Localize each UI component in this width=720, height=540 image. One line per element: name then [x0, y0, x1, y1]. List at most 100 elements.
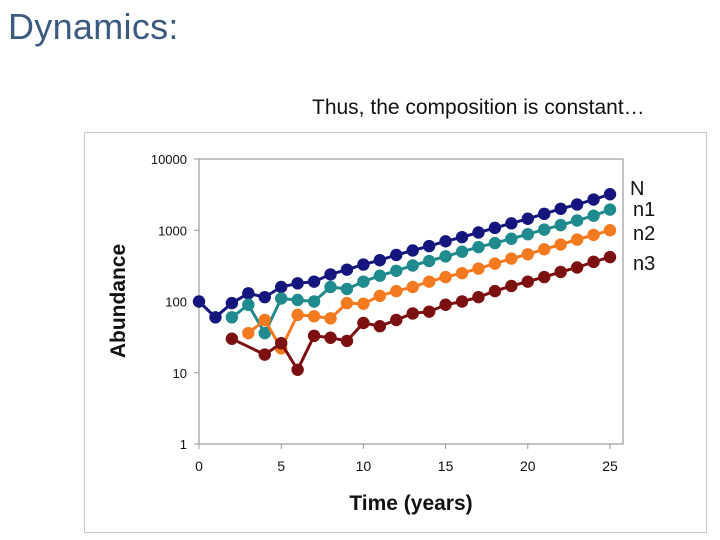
y-tick-label: 100 — [165, 295, 187, 310]
data-point-n2 — [488, 257, 502, 270]
data-point-n1 — [505, 232, 518, 245]
data-point-n3 — [357, 316, 370, 330]
data-point-N — [275, 280, 288, 294]
data-point-n3 — [225, 332, 239, 345]
data-point-n1 — [357, 275, 370, 288]
data-point-n3 — [340, 334, 354, 348]
data-point-n2 — [554, 238, 567, 251]
data-point-n2 — [587, 228, 600, 242]
data-point-n1 — [554, 218, 567, 232]
data-point-n2 — [357, 297, 370, 310]
data-point-N — [587, 193, 600, 206]
data-point-n2 — [603, 224, 617, 237]
y-axis-label: Abundance — [107, 244, 130, 358]
data-point-n2 — [340, 296, 354, 310]
data-point-n3 — [422, 305, 436, 318]
data-point-N — [192, 295, 206, 308]
data-point-N — [373, 253, 387, 267]
data-point-n3 — [258, 348, 271, 361]
data-point-n3 — [307, 329, 321, 343]
data-point-n3 — [587, 255, 600, 269]
data-point-N — [603, 188, 617, 201]
legend-entry-n2: n2 — [633, 223, 655, 245]
data-point-n1 — [521, 228, 534, 241]
data-point-n2 — [521, 248, 534, 261]
data-point-N — [570, 198, 584, 211]
data-point-n2 — [538, 243, 551, 256]
data-point-n2 — [472, 262, 485, 275]
data-point-N — [538, 207, 551, 221]
legend-entry-n3: n3 — [633, 253, 655, 275]
data-point-n2 — [307, 310, 321, 323]
data-point-n3 — [373, 320, 387, 333]
data-point-n1 — [570, 214, 584, 227]
data-point-n1 — [603, 203, 617, 216]
data-point-n2 — [406, 280, 419, 294]
y-axis-ticks: 1 10 100 1000 10000 — [151, 152, 199, 452]
data-point-n3 — [439, 298, 452, 311]
data-point-n3 — [472, 290, 485, 304]
data-point-n1 — [258, 326, 271, 340]
data-point-n1 — [225, 311, 239, 324]
data-point-N — [406, 244, 419, 257]
data-point-n3 — [275, 336, 288, 350]
data-point-N — [307, 275, 321, 288]
data-point-N — [521, 212, 534, 225]
data-point-n3 — [554, 265, 567, 279]
series-n1 — [225, 203, 617, 340]
data-point-n1 — [390, 264, 403, 277]
data-point-N — [209, 311, 222, 324]
x-tick-label: 0 — [195, 458, 203, 474]
data-point-N — [291, 277, 304, 290]
data-point-n3 — [521, 275, 534, 288]
data-point-N — [324, 268, 337, 281]
x-axis-label: Time (years) — [349, 492, 472, 515]
data-point-N — [390, 248, 403, 262]
x-tick-label: 15 — [438, 458, 454, 474]
y-tick-label: 1 — [180, 437, 187, 452]
data-point-N — [357, 258, 370, 271]
data-point-N — [225, 296, 239, 310]
series-n3 — [225, 250, 617, 377]
x-tick-label: 5 — [277, 458, 285, 474]
data-point-N — [258, 290, 271, 304]
data-point-n2 — [422, 275, 436, 288]
data-point-n1 — [291, 293, 304, 307]
series-N — [192, 188, 617, 324]
data-point-n1 — [488, 236, 502, 250]
data-point-n2 — [390, 284, 403, 298]
data-point-n2 — [291, 308, 304, 322]
data-point-n3 — [538, 270, 551, 284]
x-tick-label: 20 — [520, 458, 536, 474]
data-point-n1 — [242, 298, 255, 311]
data-point-n2 — [258, 313, 271, 327]
data-point-n1 — [538, 223, 551, 236]
data-point-n2 — [570, 233, 584, 246]
data-point-n3 — [570, 261, 584, 274]
data-point-n1 — [472, 240, 485, 254]
data-point-n2 — [373, 289, 387, 303]
data-point-n3 — [406, 307, 419, 320]
data-point-n1 — [307, 295, 321, 308]
data-point-N — [488, 221, 502, 235]
data-point-N — [554, 202, 567, 216]
slide-subtitle: Thus, the composition is constant… — [312, 96, 645, 119]
data-point-n2 — [242, 326, 255, 340]
data-point-n3 — [390, 313, 403, 327]
data-point-n2 — [439, 270, 452, 284]
data-point-N — [439, 235, 452, 248]
data-point-N — [340, 263, 354, 276]
data-point-n1 — [422, 254, 436, 268]
series-layer — [192, 188, 617, 377]
data-point-n1 — [406, 259, 419, 272]
data-point-n2 — [505, 252, 518, 265]
data-point-N — [422, 239, 436, 253]
data-point-n1 — [587, 209, 600, 222]
series-line-n1 — [230, 208, 611, 337]
data-point-N — [242, 287, 255, 300]
data-point-N — [505, 217, 518, 230]
x-tick-label: 10 — [356, 458, 372, 474]
